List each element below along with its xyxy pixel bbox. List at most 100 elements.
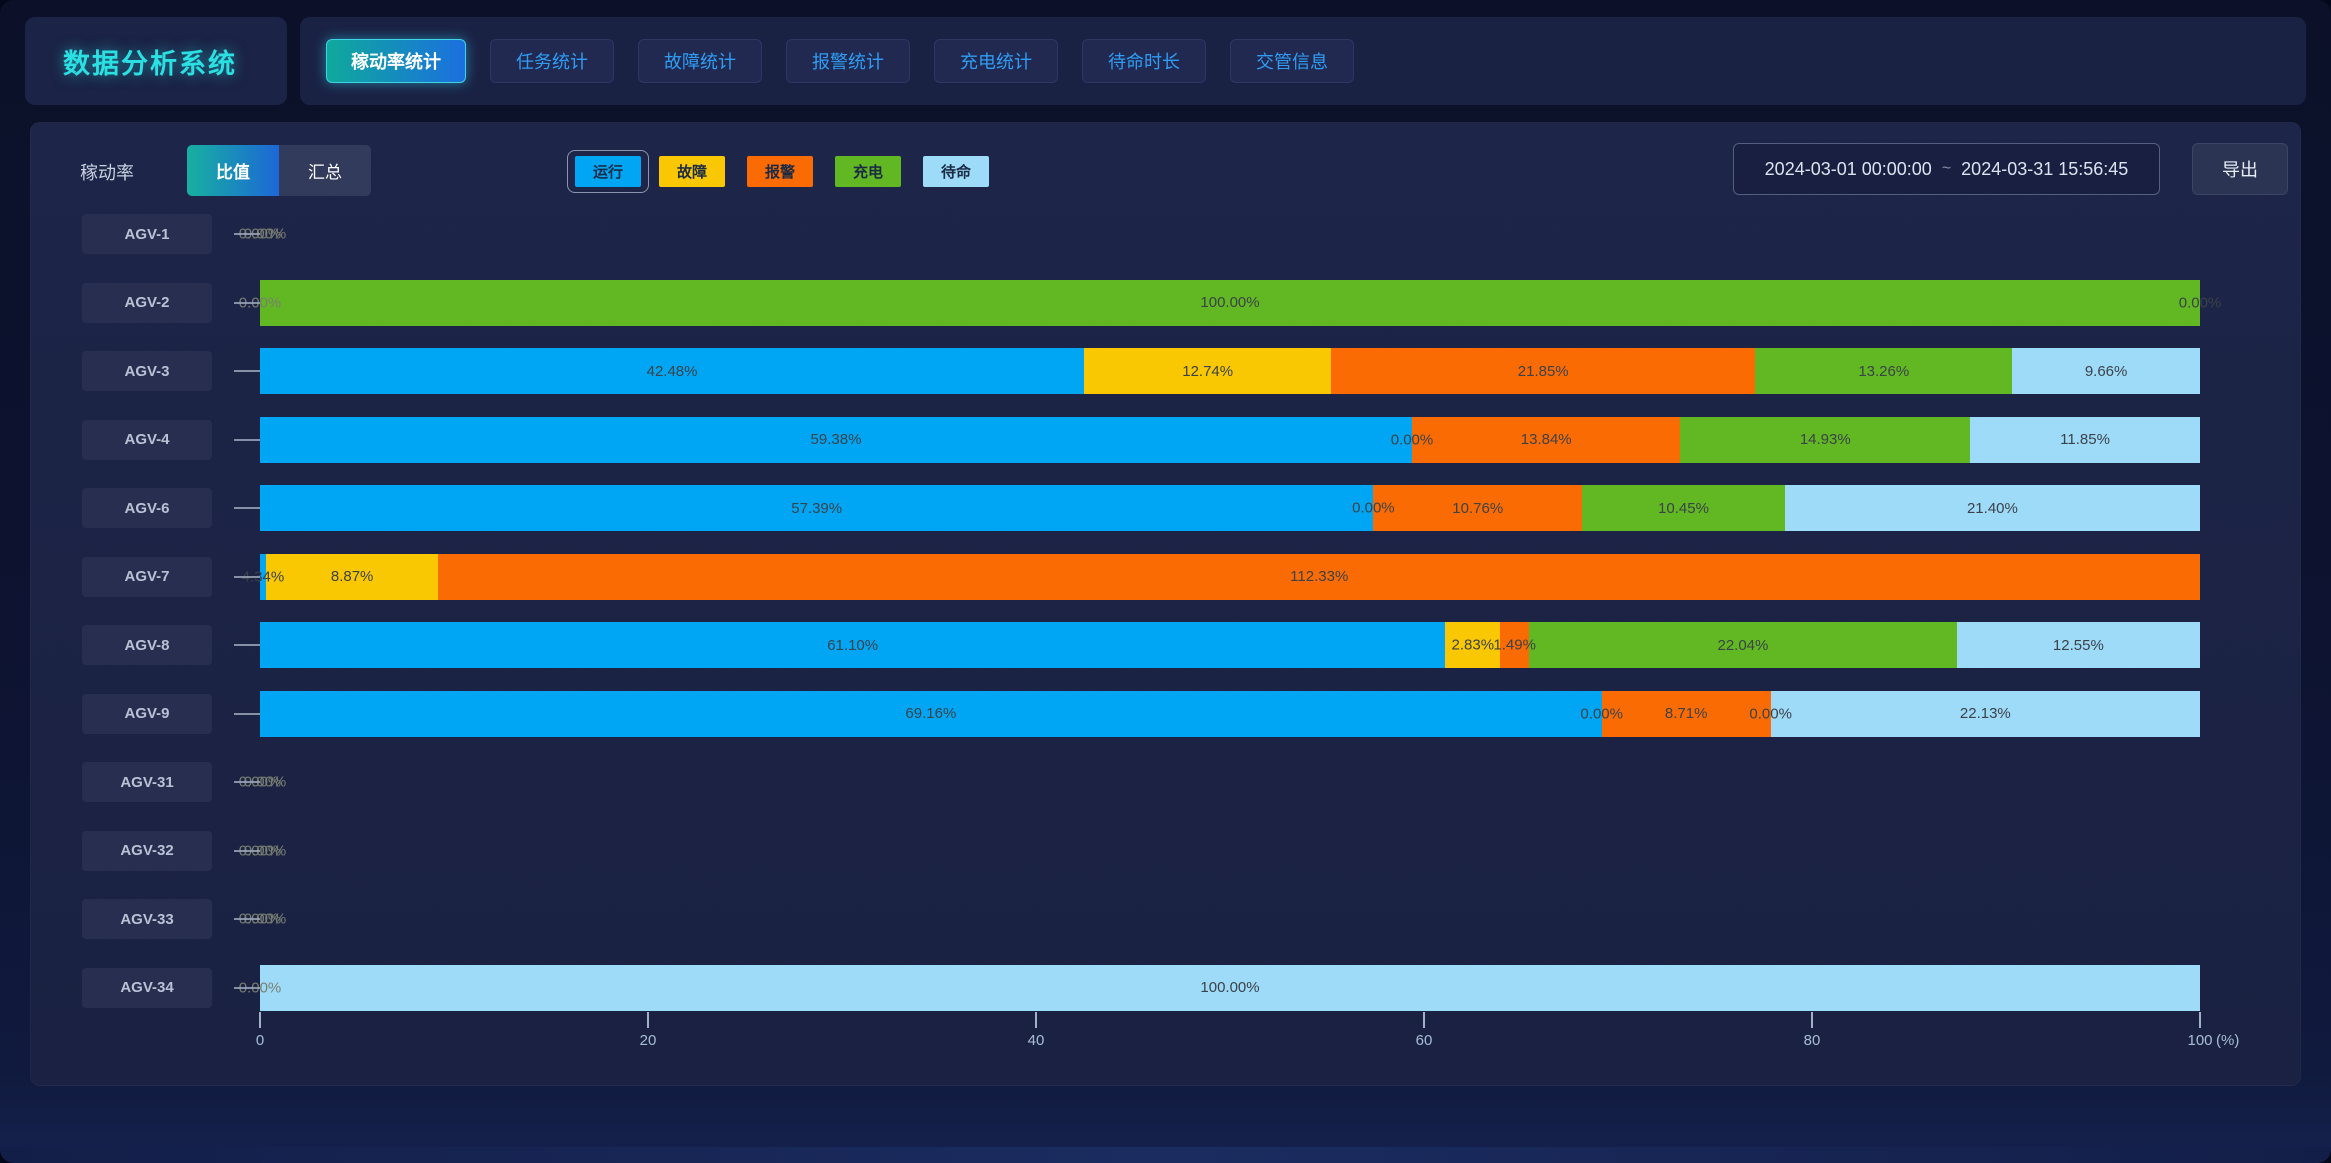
segment-value: 0.00% xyxy=(1390,431,1434,448)
zero-value-label: 0.00% xyxy=(243,842,287,859)
segment-value: 59.38% xyxy=(810,431,862,448)
bar-track: 0.00% 0.00% xyxy=(239,896,2200,942)
toggle-summary-button[interactable]: 汇总 xyxy=(279,145,371,196)
metric-label: 稼动率 xyxy=(80,163,134,183)
bar-segment-fault: 8.87% xyxy=(265,553,439,600)
legend-item-run[interactable]: 运行 xyxy=(575,155,641,187)
x-axis-unit: (%) xyxy=(2216,1032,2240,1049)
segment-value: 0.00% xyxy=(1352,499,1395,517)
bar-track: 100.00% 0.00% 0.00% xyxy=(239,279,2221,326)
bar-track: 4.34% 8.87% 112.33% xyxy=(242,553,2200,600)
x-axis-label: 60 xyxy=(1415,1032,1433,1049)
segment-value: 42.48% xyxy=(646,362,698,380)
legend-item-standby[interactable]: 待命 xyxy=(923,155,989,187)
category-tick xyxy=(234,781,260,783)
bar-segment-charge: 100.00% xyxy=(260,279,2200,326)
zero-value-label: 0.00% xyxy=(238,842,282,859)
tab-bar: 稼动率统计 任务统计 故障统计 报警统计 充电统计 待命时长 交管信息 xyxy=(300,17,2306,105)
segment-value: 8.71% xyxy=(1664,705,1708,722)
bar-segment-charge: 22.04% xyxy=(1529,622,1957,668)
chart-panel: 稼动率 比值 汇总 运行 故障 报警 充电 待命 2024-03-01 00:00:00… xyxy=(30,122,2301,1086)
bar-segment-run: 57.39% xyxy=(260,485,1374,531)
bar-segment-standby: 11.85% xyxy=(1970,416,2200,463)
bar-segment-standby: 12.55% xyxy=(1956,622,2200,668)
bar-segment-run: 42.48% xyxy=(260,348,1085,394)
legend-item-fault[interactable]: 故障 xyxy=(659,155,725,187)
segment-value: 57.39% xyxy=(791,499,843,517)
tab-3[interactable]: 故障统计 xyxy=(638,39,762,83)
bar-segment-fault: 12.74% xyxy=(1084,348,1332,394)
category-label: AGV-3 xyxy=(82,351,212,391)
category-tick xyxy=(234,712,260,715)
bar-segment-standby: 22.13% xyxy=(1770,690,2200,737)
segment-value: 100.00% xyxy=(1200,979,1260,996)
bar-track: 59.38% 0.00% 13.84% 14.93% 11.85% xyxy=(260,416,2200,463)
category-tick xyxy=(234,507,260,509)
category-label: AGV-2 xyxy=(82,282,212,323)
export-button[interactable]: 导出 xyxy=(2192,143,2288,195)
segment-value: 12.55% xyxy=(2052,636,2104,654)
legend-item-alarm[interactable]: 报警 xyxy=(747,155,813,187)
category-tick xyxy=(234,575,260,578)
bar-track: 0.00% 0.00% xyxy=(239,759,2200,805)
legend-selected-ring: 运行 xyxy=(567,149,649,193)
tab-6[interactable]: 待命时长 xyxy=(1082,39,1206,83)
category-label: AGV-7 xyxy=(82,556,212,597)
bar-track: 0.00% 0.00% xyxy=(239,828,2200,874)
bar-segment-run: 69.16% xyxy=(260,690,1602,737)
x-axis-tick xyxy=(1811,1012,1813,1028)
segment-value: 13.26% xyxy=(1858,362,1910,380)
bar-track: 69.16% 0.00% 8.71% 0.00% 22.13% xyxy=(260,690,2200,737)
segment-value: 11.85% xyxy=(2060,431,2110,448)
tab-4[interactable]: 报警统计 xyxy=(786,39,910,83)
category-label: AGV-1 xyxy=(82,214,212,254)
date-end: 2024-03-31 15:56:45 xyxy=(1961,158,2129,179)
category-label: AGV-32 xyxy=(82,830,212,871)
segment-value: 0.00% xyxy=(2178,294,2222,311)
category-label: AGV-33 xyxy=(82,899,212,939)
category-tick xyxy=(234,849,260,852)
legend-item-charge[interactable]: 充电 xyxy=(835,155,901,187)
toggle-ratio-button[interactable]: 比值 xyxy=(187,145,279,196)
tab-5[interactable]: 充电统计 xyxy=(934,39,1058,83)
bar-segment-charge: 13.26% xyxy=(1755,348,2013,394)
x-axis-label: 20 xyxy=(639,1032,657,1049)
category-tick xyxy=(234,370,260,372)
app-title-card: 数据分析系统 xyxy=(25,17,287,105)
zero-value-label: 0.00% xyxy=(243,773,287,791)
bar-segment-alarm: 13.84% xyxy=(1411,416,1681,463)
bar-segment-charge: 14.93% xyxy=(1680,416,1971,463)
x-axis-tick xyxy=(1423,1012,1425,1028)
tab-7[interactable]: 交管信息 xyxy=(1230,39,1354,83)
segment-value: 2.83% xyxy=(1451,636,1495,654)
bar-track: 61.10% 2.83% 1.49% 22.04% 12.55% xyxy=(260,622,2200,668)
bar-segment-alarm: 21.85% xyxy=(1331,348,1756,394)
zero-value-label: 0.00% xyxy=(238,979,282,996)
bar-segment-standby: 9.66% xyxy=(2012,348,2200,394)
app-title: 数据分析系统 xyxy=(63,48,237,79)
date-start: 2024-03-01 00:00:00 xyxy=(1764,158,1932,179)
segment-value: 14.93% xyxy=(1799,431,1851,448)
date-range-picker[interactable]: 2024-03-01 00:00:00 ~ 2024-03-31 15:56:4… xyxy=(1733,143,2160,195)
segment-value: 61.10% xyxy=(827,636,879,654)
x-axis-label: 0 xyxy=(255,1032,265,1049)
x-axis-label: 100 xyxy=(2187,1032,2213,1049)
bottom-glow-strip xyxy=(0,1147,2331,1163)
bar-track: 57.39% 0.00% 10.76% 10.45% 21.40% xyxy=(260,485,2200,531)
zero-value-label: 0.00% xyxy=(243,910,287,928)
bar-segment-standby: 21.40% xyxy=(1784,485,2200,531)
category-tick xyxy=(234,438,260,441)
bar-segment-alarm xyxy=(1500,622,1530,668)
bar-segment-alarm: 10.76% xyxy=(1373,485,1583,531)
tab-1[interactable]: 稼动率统计 xyxy=(326,39,466,83)
segment-value: 13.84% xyxy=(1520,431,1572,448)
tab-2[interactable]: 任务统计 xyxy=(490,39,614,83)
bar-segment-run: 61.10% xyxy=(260,622,1446,668)
segment-value: 22.04% xyxy=(1717,636,1769,654)
segment-value: 112.33% xyxy=(1290,568,1349,585)
category-label: AGV-8 xyxy=(82,625,212,665)
zero-value-label: 0.00% xyxy=(238,773,282,791)
x-axis-tick xyxy=(1035,1012,1037,1028)
x-axis-label: 80 xyxy=(1803,1032,1821,1049)
zero-value-label: 0.00% xyxy=(243,225,287,243)
